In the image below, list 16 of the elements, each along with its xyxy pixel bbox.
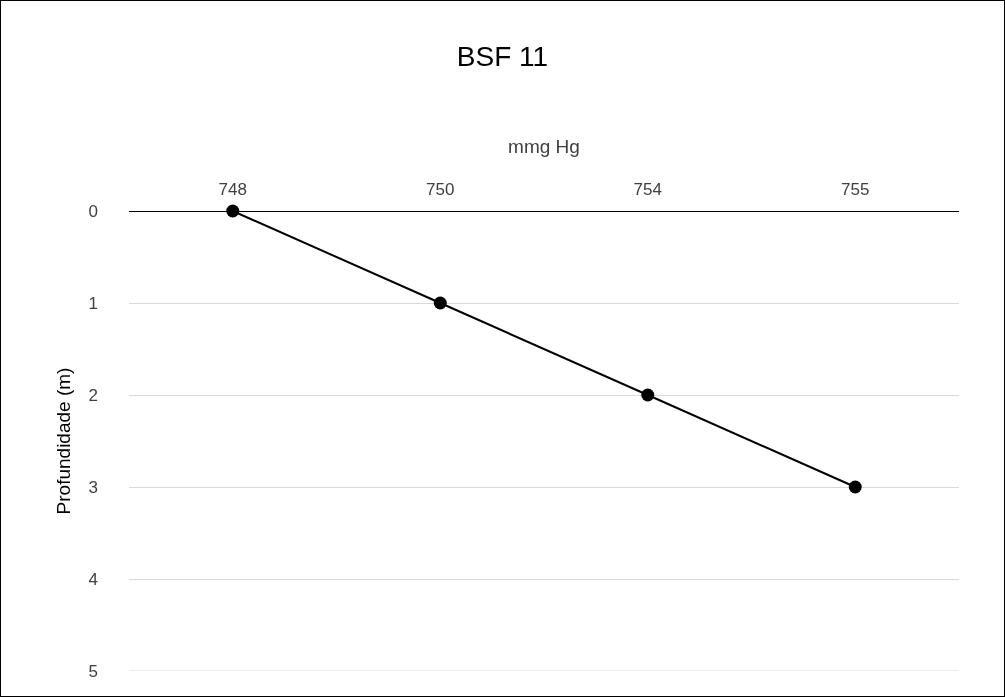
point: [641, 388, 655, 402]
y-axis-title: Profundidade (m): [53, 367, 75, 515]
x-tick-label: 755: [841, 179, 870, 199]
point: [848, 480, 862, 494]
point: [433, 296, 447, 310]
y-tick-label: 5: [88, 661, 98, 681]
chart-title: BSF 11: [456, 40, 549, 72]
x-tick-label: 748: [218, 179, 247, 199]
x-axis-title: mmg Hg: [508, 136, 580, 158]
y-tick-label: 3: [88, 477, 98, 497]
x-tick-label: 754: [633, 179, 662, 199]
y-tick-label: 1: [88, 293, 98, 313]
y-tick-label: 2: [88, 385, 98, 405]
y-tick-label: 0: [88, 201, 98, 221]
y-tick-label: 4: [88, 569, 98, 589]
x-tick-label: 750: [426, 179, 455, 199]
